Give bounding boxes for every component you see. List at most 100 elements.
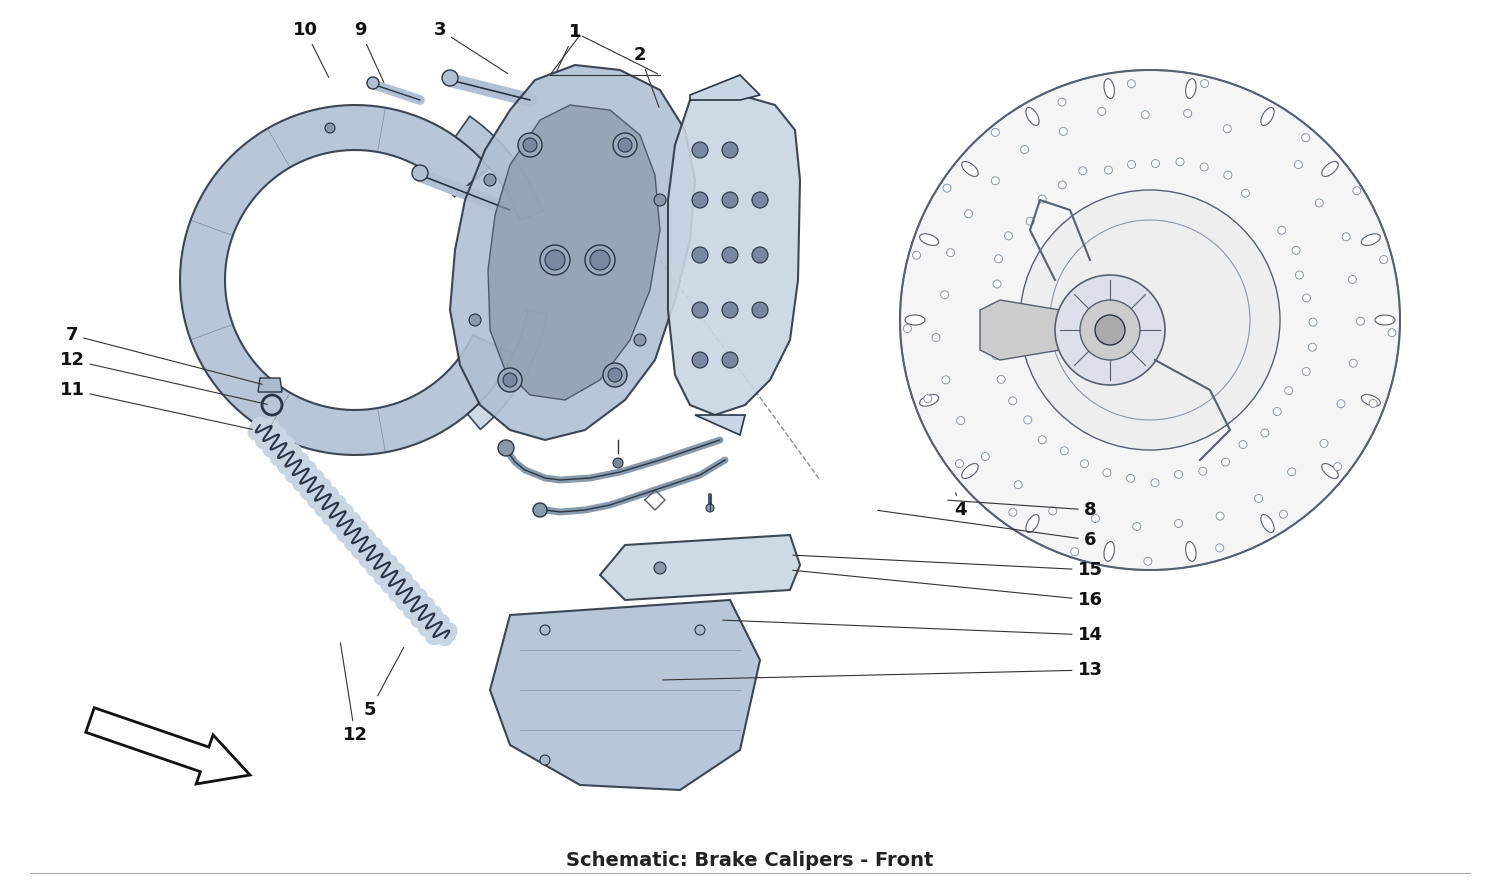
Circle shape (924, 394, 932, 402)
Circle shape (993, 280, 1000, 288)
Circle shape (1254, 495, 1263, 503)
Circle shape (1023, 416, 1032, 424)
Circle shape (1200, 163, 1208, 171)
Text: 13: 13 (663, 661, 1102, 680)
Circle shape (692, 247, 708, 263)
Circle shape (1380, 255, 1388, 263)
Circle shape (1038, 195, 1046, 203)
Text: 2: 2 (633, 46, 658, 108)
Circle shape (1353, 187, 1360, 195)
Circle shape (722, 142, 738, 158)
Circle shape (484, 174, 496, 186)
Circle shape (1221, 458, 1230, 466)
Circle shape (1184, 109, 1191, 117)
Circle shape (1104, 166, 1113, 174)
Circle shape (1292, 247, 1300, 255)
Polygon shape (690, 75, 760, 100)
Circle shape (654, 194, 666, 206)
Circle shape (603, 363, 627, 387)
Circle shape (1060, 447, 1068, 455)
Text: 6: 6 (878, 510, 1096, 549)
Circle shape (590, 250, 610, 270)
Text: 15: 15 (794, 555, 1102, 579)
Circle shape (585, 245, 615, 275)
Circle shape (912, 251, 921, 259)
Circle shape (1242, 190, 1250, 198)
Circle shape (1280, 510, 1287, 518)
Circle shape (544, 250, 566, 270)
Circle shape (1302, 294, 1311, 302)
Text: 12: 12 (340, 643, 368, 744)
Circle shape (722, 247, 738, 263)
Circle shape (1310, 318, 1317, 326)
Circle shape (1274, 408, 1281, 416)
Ellipse shape (1362, 234, 1380, 246)
Circle shape (1078, 166, 1088, 174)
Circle shape (634, 334, 646, 346)
Circle shape (1174, 520, 1182, 528)
Polygon shape (258, 378, 282, 392)
Circle shape (413, 165, 428, 181)
Circle shape (944, 184, 951, 192)
Circle shape (1128, 160, 1136, 168)
Circle shape (618, 138, 632, 152)
Circle shape (1095, 315, 1125, 345)
Circle shape (1320, 440, 1328, 448)
Circle shape (1334, 463, 1341, 471)
Circle shape (722, 352, 738, 368)
Circle shape (964, 210, 972, 218)
Circle shape (524, 138, 537, 152)
Circle shape (1020, 146, 1029, 153)
Circle shape (1348, 275, 1356, 283)
Circle shape (1294, 160, 1302, 168)
FancyArrow shape (86, 708, 251, 784)
Circle shape (1216, 512, 1224, 520)
Ellipse shape (1376, 315, 1395, 325)
Text: 11: 11 (60, 381, 252, 429)
Ellipse shape (1185, 541, 1196, 562)
Circle shape (692, 352, 708, 368)
Text: Schematic: Brake Calipers - Front: Schematic: Brake Calipers - Front (567, 851, 933, 870)
Circle shape (1020, 190, 1280, 450)
Circle shape (1102, 469, 1112, 477)
Circle shape (694, 625, 705, 635)
Circle shape (706, 504, 714, 512)
Circle shape (990, 328, 998, 336)
Circle shape (946, 248, 954, 256)
Circle shape (1152, 159, 1160, 167)
Text: 12: 12 (60, 351, 267, 404)
Circle shape (1239, 441, 1246, 449)
Ellipse shape (1362, 394, 1380, 406)
Circle shape (752, 192, 768, 208)
Text: 8: 8 (948, 500, 1096, 519)
Ellipse shape (920, 234, 939, 246)
Circle shape (1080, 460, 1089, 468)
Circle shape (1316, 199, 1323, 207)
Polygon shape (490, 600, 760, 790)
Ellipse shape (1104, 541, 1114, 562)
Circle shape (614, 458, 622, 468)
Polygon shape (980, 300, 1060, 360)
Circle shape (1296, 271, 1304, 279)
Circle shape (1278, 226, 1286, 234)
Circle shape (692, 142, 708, 158)
Circle shape (1048, 507, 1056, 515)
Circle shape (540, 625, 550, 635)
Circle shape (1302, 134, 1310, 142)
Circle shape (1176, 158, 1184, 166)
Ellipse shape (962, 161, 978, 176)
Circle shape (1144, 557, 1152, 565)
Circle shape (1092, 514, 1100, 522)
Circle shape (981, 453, 990, 460)
Circle shape (608, 368, 622, 382)
Circle shape (722, 302, 738, 318)
Circle shape (442, 70, 458, 86)
Ellipse shape (920, 394, 939, 406)
Ellipse shape (1026, 514, 1039, 532)
Circle shape (1142, 110, 1149, 118)
Circle shape (994, 255, 1002, 263)
Circle shape (722, 192, 738, 208)
Circle shape (992, 177, 999, 185)
Ellipse shape (1026, 108, 1039, 125)
Polygon shape (488, 105, 660, 400)
